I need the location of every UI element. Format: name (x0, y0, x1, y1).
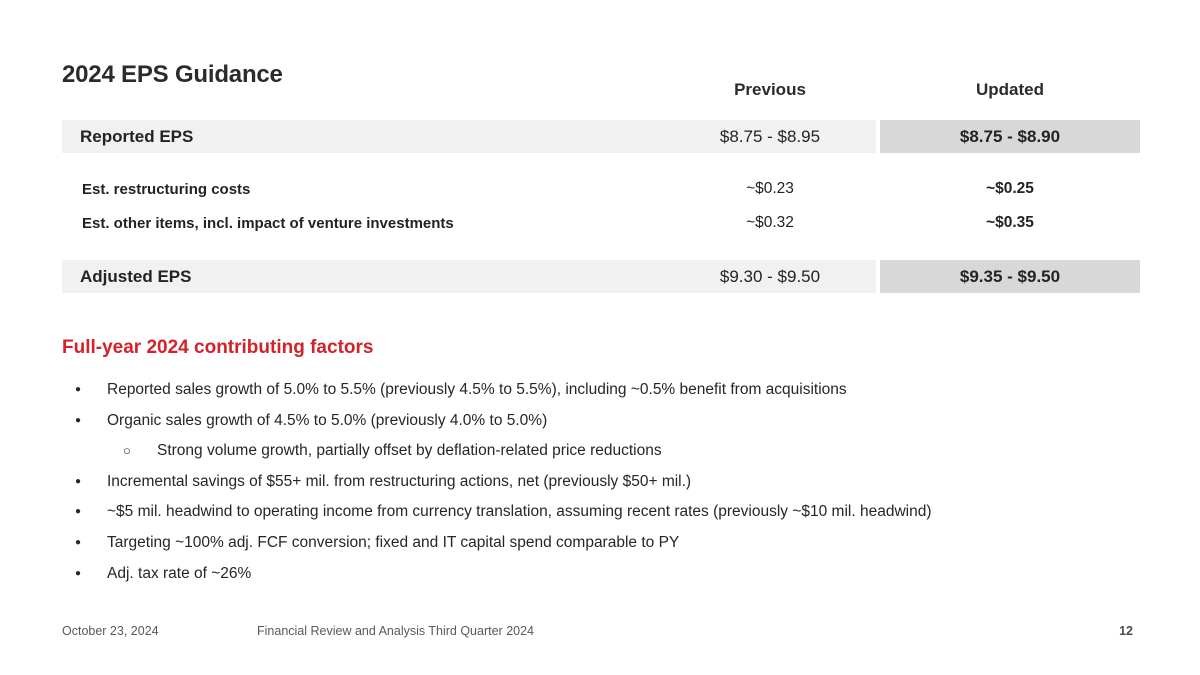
page-title: 2024 EPS Guidance (62, 61, 283, 88)
table-row-adjusted-eps: Adjusted EPS $9.30 - $9.50 $9.35 - $9.50 (62, 260, 1140, 293)
column-header-previous: Previous (734, 80, 806, 99)
slide-footer: October 23, 2024 Financial Review and An… (0, 624, 1200, 642)
row-label: Adjusted EPS (80, 266, 192, 286)
row-label: Est. other items, incl. impact of ventur… (82, 214, 454, 232)
row-label: Est. restructuring costs (82, 180, 251, 198)
page-number: 12 (1119, 624, 1133, 638)
previous-value: $8.75 - $8.95 (719, 126, 821, 146)
list-item: ● Reported sales growth of 5.0% to 5.5% … (62, 375, 1172, 406)
table-row-restructuring-costs: Est. restructuring costs ~$0.23 ~$0.25 (62, 172, 1140, 206)
updated-value: ~$0.35 (986, 214, 1034, 231)
list-item: ● Adj. tax rate of ~26% (62, 559, 1172, 590)
previous-value: $9.30 - $9.50 (719, 266, 821, 286)
list-item-text: Incremental savings of $55+ mil. from re… (107, 472, 692, 490)
table-row-other-items: Est. other items, incl. impact of ventur… (62, 206, 1140, 240)
bullet-icon: ● (75, 414, 82, 426)
list-item-text: Reported sales growth of 5.0% to 5.5% (p… (107, 381, 847, 398)
list-item-sub: ○ Strong volume growth, partially offset… (62, 436, 1172, 467)
row-label: Reported EPS (80, 126, 194, 146)
list-item-text: Strong volume growth, partially offset b… (157, 442, 662, 460)
updated-value: $9.35 - $9.50 (880, 260, 1140, 293)
footer-document-title: Financial Review and Analysis Third Quar… (257, 624, 534, 638)
column-header-updated: Updated (976, 80, 1044, 99)
list-item: ● ~$5 mil. headwind to operating income … (62, 497, 1172, 528)
circle-bullet-icon: ○ (123, 443, 131, 459)
table-row-reported-eps: Reported EPS $8.75 - $8.95 $8.75 - $8.90 (62, 120, 1140, 153)
list-item-text: Adj. tax rate of ~26% (107, 564, 252, 582)
updated-value: ~$0.25 (986, 180, 1034, 197)
list-item-text: Targeting ~100% adj. FCF conversion; fix… (107, 533, 680, 551)
list-item: ● Incremental savings of $55+ mil. from … (62, 467, 1172, 498)
section-heading-contributing-factors: Full-year 2024 contributing factors (62, 337, 374, 358)
list-item: ● Organic sales growth of 4.5% to 5.0% (… (62, 406, 1172, 437)
footer-date: October 23, 2024 (62, 624, 159, 638)
list-item-text: Organic sales growth of 4.5% to 5.0% (pr… (107, 411, 548, 429)
previous-value: ~$0.23 (746, 180, 794, 197)
bullet-icon: ● (75, 536, 82, 548)
bullet-icon: ● (75, 475, 82, 487)
bullet-icon: ● (75, 567, 82, 579)
contributing-factors-list: ● Reported sales growth of 5.0% to 5.5% … (62, 375, 1172, 589)
row-highlight-band (62, 120, 876, 153)
list-item: ● Targeting ~100% adj. FCF conversion; f… (62, 528, 1172, 559)
previous-value: ~$0.32 (746, 214, 794, 231)
list-item-text: ~$5 mil. headwind to operating income fr… (107, 503, 932, 521)
row-highlight-band (62, 260, 876, 293)
bullet-icon: ● (75, 384, 82, 395)
bullet-icon: ● (75, 506, 82, 518)
updated-value: $8.75 - $8.90 (880, 120, 1140, 153)
